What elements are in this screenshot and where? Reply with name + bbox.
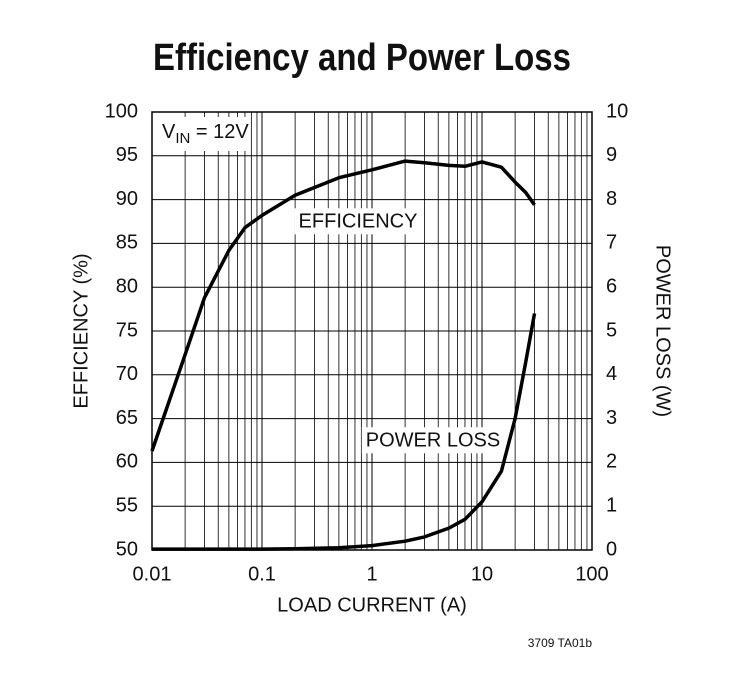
x-axis-label: LOAD CURRENT (A) [277, 594, 467, 616]
chart-title: Efficiency and Power Loss [153, 37, 571, 79]
y2-tick-label: 5 [606, 319, 617, 341]
y2-tick-label: 0 [606, 538, 617, 560]
data-line [150, 159, 536, 452]
footnote: 3709 TA01b [528, 636, 593, 650]
plot-frame [151, 111, 593, 551]
y-axis-label: EFFICIENCY (%) [70, 253, 92, 408]
vin-annotation: VIN = 12V [162, 121, 249, 147]
y2-tick-label: 3 [606, 407, 617, 429]
series-label-bg [361, 427, 505, 454]
y2-tick-label: 9 [606, 144, 617, 166]
y2-tick-label: 1 [606, 494, 617, 516]
x-tick-label: 10 [471, 563, 493, 585]
y-tick-label: 50 [116, 538, 138, 560]
y2-axis-label: POWER LOSS (W) [652, 245, 674, 417]
y2-tick-label: 7 [606, 232, 617, 254]
y2-tick-label: 8 [606, 188, 617, 210]
y2-tick-label: 10 [606, 100, 628, 122]
series-label-bg [294, 208, 422, 235]
series-label: POWER LOSS [366, 429, 500, 451]
y2-tick-label: 2 [606, 451, 617, 473]
y-tick-label: 55 [116, 494, 138, 516]
x-tick-label: 100 [575, 563, 608, 585]
y2-tick-label: 4 [606, 363, 617, 385]
vin-tail: = 12V [190, 121, 249, 143]
y-tick-label: 90 [116, 188, 138, 210]
x-tick-label: 0.1 [248, 563, 276, 585]
y-tick-label: 100 [105, 100, 138, 122]
y-tick-label: 75 [116, 319, 138, 341]
x-tick-label: 0.01 [133, 563, 172, 585]
vin-main: V [162, 121, 176, 143]
data-line [152, 313, 537, 551]
y-tick-label: 85 [116, 232, 138, 254]
vin-box [157, 117, 249, 151]
y2-tick-label: 6 [606, 275, 617, 297]
y-tick-label: 65 [116, 407, 138, 429]
x-tick-label: 1 [366, 563, 377, 585]
y-tick-label: 70 [116, 363, 138, 385]
y-tick-label: 95 [116, 144, 138, 166]
y-tick-label: 80 [116, 275, 138, 297]
series-label: EFFICIENCY [299, 210, 418, 232]
vin-sub: IN [175, 130, 190, 147]
y-tick-label: 60 [116, 451, 138, 473]
